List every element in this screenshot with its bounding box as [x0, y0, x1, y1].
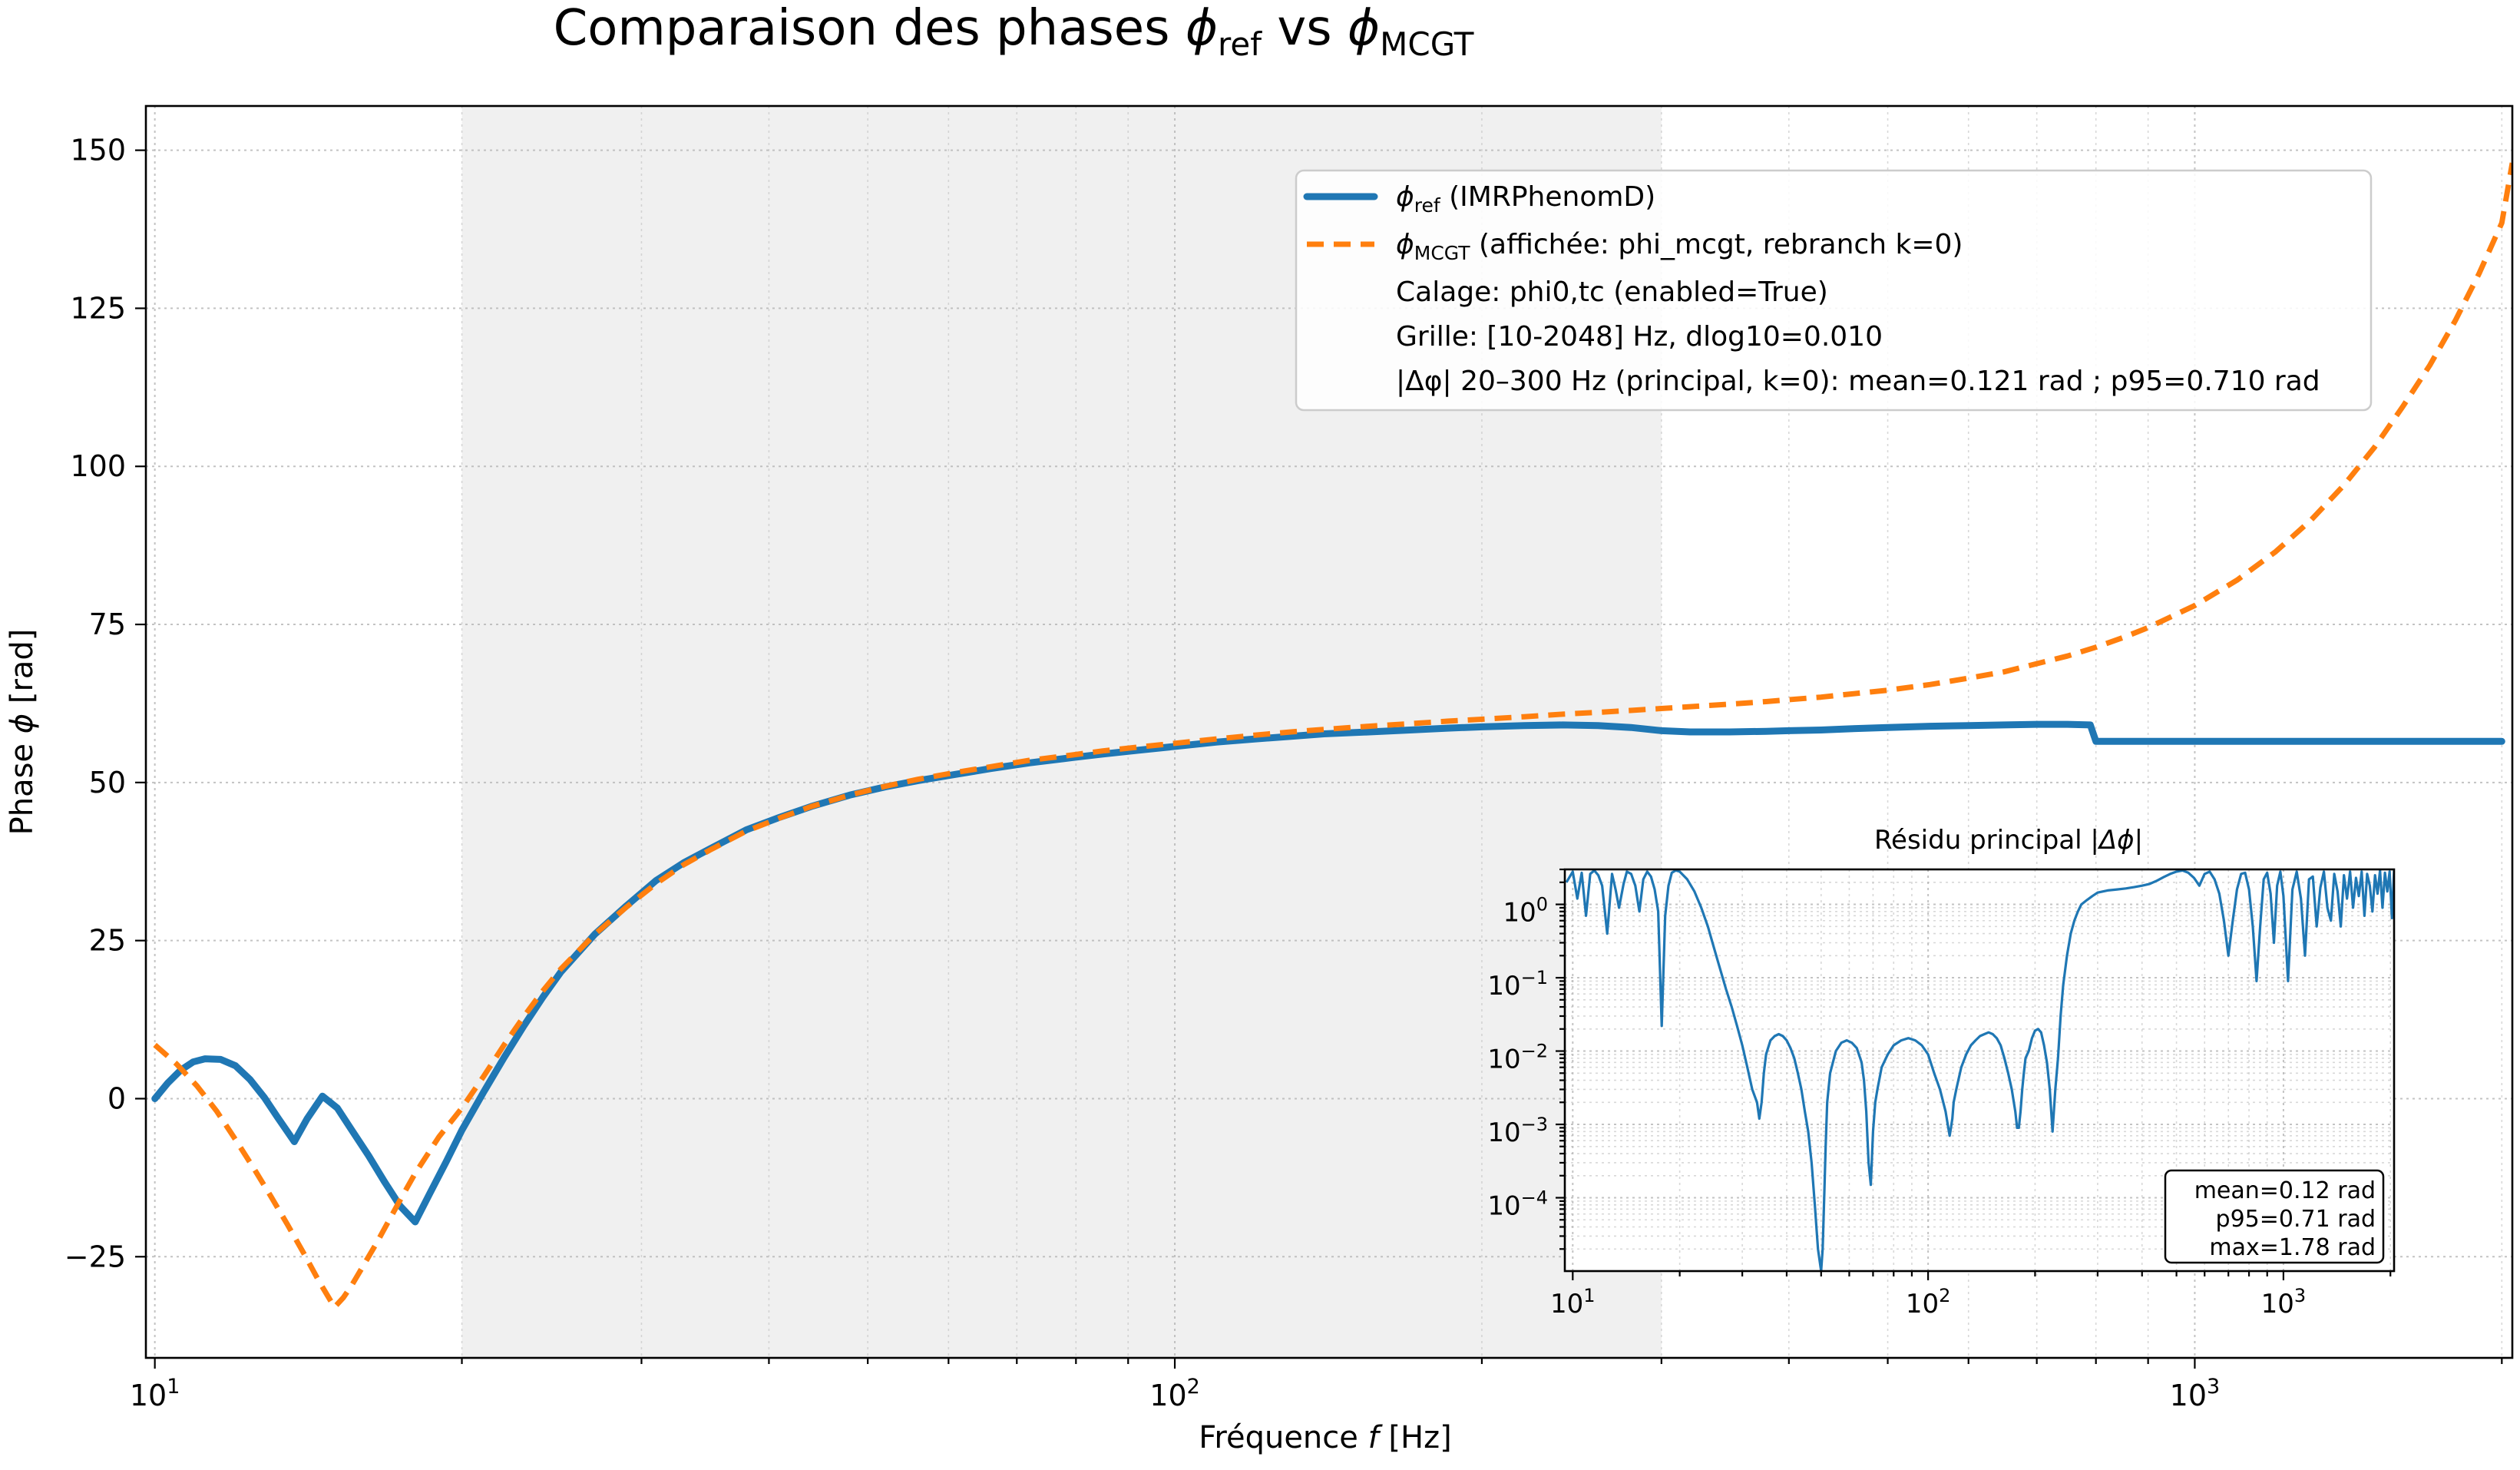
y-axis-label: Phase ϕ [rad]	[5, 629, 40, 836]
x-axis-label: Fréquence f [Hz]	[1199, 1420, 1451, 1455]
y-tick-label: −25	[64, 1240, 126, 1273]
inset-axes: 101 102 103 10−4 10−3 10−2 10−1 100	[1487, 868, 2392, 1319]
inset-stats-box	[2164, 1169, 2385, 1264]
figure-title: Comparaison des phases ϕref vs ϕMCGT	[554, 0, 1474, 63]
inset-stats-max: max=1.78 rad	[2209, 1234, 2376, 1261]
inset-y-tick-label: 100	[1503, 894, 1548, 929]
legend-entry-phi-mcgt: ϕMCGT (affichée: phi_mcgt, rebranch k=0)	[1396, 229, 1963, 264]
legend-line-calage: Calage: phi0,tc (enabled=True)	[1396, 276, 1828, 308]
inset-x-tick-label: 103	[2261, 1285, 2307, 1319]
legend: ϕref (IMRPhenomD) ϕMCGT (affichée: phi_m…	[1295, 169, 2373, 412]
y-tick-label: 125	[70, 291, 126, 325]
main-axes: 101 102 103 −25 0 25 50 75 100 125 150	[64, 134, 2503, 1412]
y-tick-label: 75	[89, 608, 126, 641]
y-tick-label: 150	[70, 134, 126, 167]
inset-y-tick-label: 10−1	[1487, 967, 1548, 1002]
legend-box	[1295, 169, 2373, 412]
y-tick-label: 50	[89, 766, 126, 800]
series-line-residual	[1565, 869, 2394, 1271]
inset-y-tick-label: 10−4	[1487, 1187, 1548, 1222]
legend-entry-phi-ref: ϕref (IMRPhenomD)	[1396, 181, 1655, 217]
y-tick-label: 0	[107, 1081, 126, 1115]
main-plot-frame	[144, 104, 2514, 1359]
series-line-phi-mcgt	[153, 162, 2512, 1310]
inset-frame	[1563, 868, 2396, 1273]
x-tick-label: 102	[1149, 1375, 1200, 1412]
x-tick-label: 101	[130, 1375, 180, 1412]
inset-y-tick-label: 10−3	[1487, 1114, 1548, 1148]
inset-y-tick-label: 10−2	[1487, 1041, 1548, 1075]
y-tick-label: 100	[70, 449, 126, 483]
legend-line-grille: Grille: [10-2048] Hz, dlog10=0.010	[1396, 321, 1883, 353]
legend-line-residual-stats: |Δφ| 20–300 Hz (principal, k=0): mean=0.…	[1396, 366, 2320, 397]
y-tick-label: 25	[89, 924, 126, 958]
inset-plot: Résidu principal |Δϕ| 101 102 10310−410−31…	[1487, 825, 2396, 1319]
inset-x-tick-label: 102	[1906, 1285, 1951, 1319]
inset-x-tick-label: 101	[1550, 1285, 1596, 1319]
inset-stats-mean: mean=0.12 rad	[2194, 1177, 2376, 1204]
x-tick-label: 103	[2170, 1375, 2221, 1412]
inset-stats-p95: p95=0.71 rad	[2216, 1206, 2376, 1233]
inset-title: Résidu principal |Δϕ|	[1874, 825, 2143, 856]
